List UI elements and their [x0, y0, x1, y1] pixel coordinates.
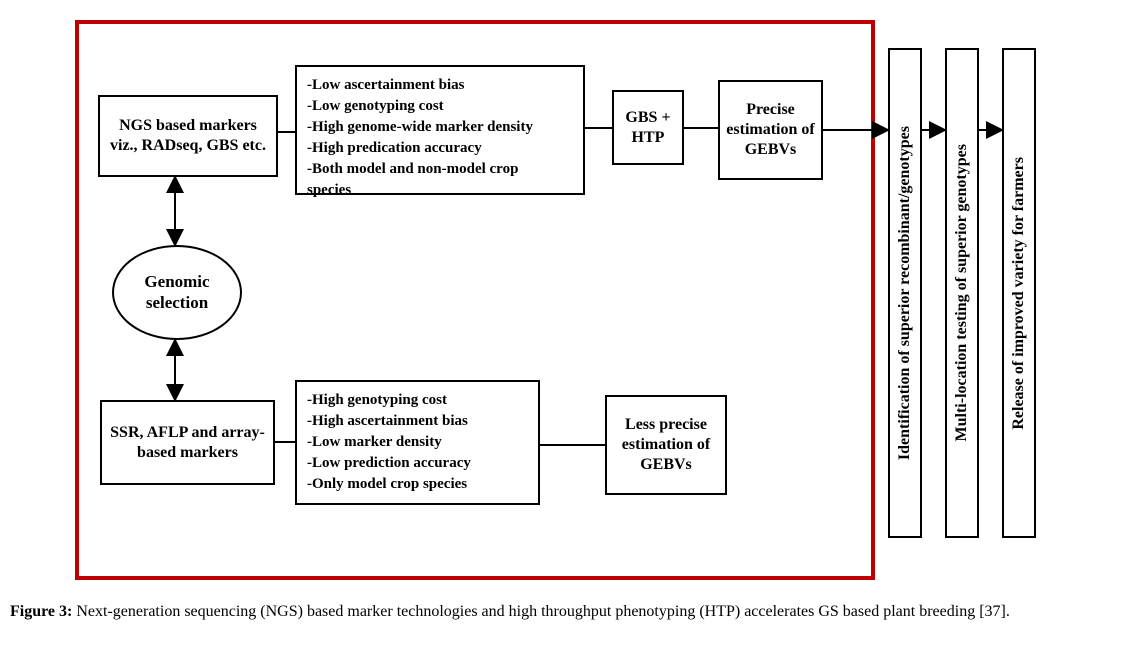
stage-strip-label: Multi-location testing of superior genot…: [953, 144, 971, 441]
feature-line: -Low marker density: [307, 432, 528, 453]
ssr-features-box: -High genotyping cost-High ascertainment…: [295, 380, 540, 505]
ngs-markers-label: NGS based markers viz., RADseq, GBS etc.: [104, 116, 272, 156]
feature-line: -High genome-wide marker density: [307, 117, 573, 138]
less-precise-gebv-box: Less precise estimation of GEBVs: [605, 395, 727, 495]
stage-strip-2: Release of improved variety for farmers: [1002, 48, 1036, 538]
stage-strip-0: Identification of superior recombinant/g…: [888, 48, 922, 538]
stage-strip-label: Identification of superior recombinant/g…: [896, 126, 914, 460]
feature-line: -Only model crop species: [307, 474, 528, 495]
feature-line: -Low genotyping cost: [307, 96, 573, 117]
stage-strip-label: Release of improved variety for farmers: [1010, 157, 1028, 430]
gbs-htp-box: GBS + HTP: [612, 90, 684, 165]
stage-strip-1: Multi-location testing of superior genot…: [945, 48, 979, 538]
less-precise-gebv-label: Less precise estimation of GEBVs: [611, 415, 721, 475]
genomic-selection-ellipse: Genomic selection: [112, 245, 242, 340]
ngs-features-box: -Low ascertainment bias-Low genotyping c…: [295, 65, 585, 195]
ssr-markers-label: SSR, AFLP and array-based markers: [106, 423, 269, 463]
ngs-markers-box: NGS based markers viz., RADseq, GBS etc.: [98, 95, 278, 177]
figure-caption-text: Next-generation sequencing (NGS) based m…: [72, 603, 1010, 620]
feature-line: -Low ascertainment bias: [307, 75, 573, 96]
genomic-selection-label: Genomic selection: [114, 272, 240, 313]
feature-line: -High predication accuracy: [307, 138, 573, 159]
gbs-htp-label: GBS + HTP: [618, 108, 678, 148]
ssr-markers-box: SSR, AFLP and array-based markers: [100, 400, 275, 485]
figure-caption-prefix: Figure 3:: [10, 603, 72, 620]
precise-gebv-box: Precise estimation of GEBVs: [718, 80, 823, 180]
feature-line: -High ascertainment bias: [307, 411, 528, 432]
feature-line: -Both model and non-model crop: [307, 159, 573, 180]
figure-caption: Figure 3: Next-generation sequencing (NG…: [10, 600, 1120, 623]
feature-line: species: [307, 180, 573, 201]
precise-gebv-label: Precise estimation of GEBVs: [724, 100, 817, 160]
feature-line: -High genotyping cost: [307, 390, 528, 411]
feature-line: -Low prediction accuracy: [307, 453, 528, 474]
